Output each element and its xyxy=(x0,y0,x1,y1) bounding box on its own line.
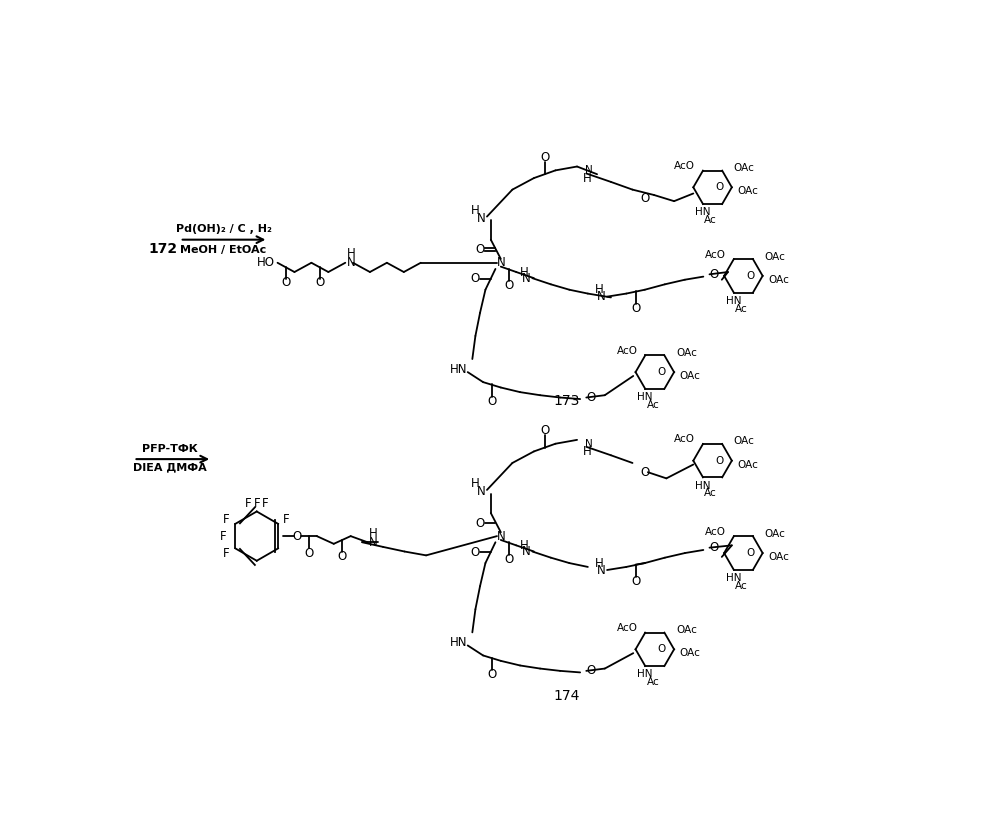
Text: O: O xyxy=(476,517,485,529)
Text: O: O xyxy=(709,542,718,554)
Text: O: O xyxy=(657,644,665,654)
Text: O: O xyxy=(640,466,649,479)
Text: O: O xyxy=(487,395,497,408)
Text: HN: HN xyxy=(450,362,468,375)
Text: OAc: OAc xyxy=(764,529,785,539)
Text: AcO: AcO xyxy=(674,161,695,171)
Text: AcO: AcO xyxy=(705,527,726,537)
Text: O: O xyxy=(631,575,640,588)
Text: O: O xyxy=(282,277,291,290)
Text: H: H xyxy=(472,204,480,217)
Text: N: N xyxy=(585,165,593,175)
Text: Ac: Ac xyxy=(704,488,717,499)
Text: OAc: OAc xyxy=(737,186,758,196)
Text: F: F xyxy=(283,514,289,527)
Text: 173: 173 xyxy=(553,394,579,408)
Text: N: N xyxy=(478,212,486,225)
Text: Ac: Ac xyxy=(646,677,659,687)
Text: OAc: OAc xyxy=(768,552,789,562)
Text: F: F xyxy=(223,546,230,560)
Text: Ac: Ac xyxy=(646,400,659,410)
Text: N: N xyxy=(478,485,486,498)
Text: O: O xyxy=(471,546,481,559)
Text: HN: HN xyxy=(637,669,653,679)
Text: O: O xyxy=(487,668,497,681)
Text: F: F xyxy=(223,513,230,526)
Text: OAc: OAc xyxy=(676,348,697,358)
Text: O: O xyxy=(338,551,347,564)
Text: 172: 172 xyxy=(149,242,178,256)
Text: O: O xyxy=(715,183,723,193)
Text: OAc: OAc xyxy=(768,275,789,285)
Text: N: N xyxy=(497,530,505,542)
Text: AcO: AcO xyxy=(616,346,637,356)
Text: F: F xyxy=(262,497,269,510)
Text: AcO: AcO xyxy=(674,435,695,444)
Text: DIEA ДМФА: DIEA ДМФА xyxy=(133,463,207,472)
Text: OAc: OAc xyxy=(733,436,754,446)
Text: O: O xyxy=(471,272,481,286)
Text: O: O xyxy=(586,391,595,404)
Text: H: H xyxy=(369,528,378,541)
Text: H: H xyxy=(520,266,529,278)
Text: O: O xyxy=(586,664,595,677)
Text: N: N xyxy=(596,291,605,303)
Text: HN: HN xyxy=(450,636,468,649)
Text: N: N xyxy=(347,256,356,269)
Text: Ac: Ac xyxy=(735,304,748,314)
Text: O: O xyxy=(503,553,513,565)
Text: N: N xyxy=(521,545,530,558)
Text: H: H xyxy=(595,556,603,570)
Text: O: O xyxy=(715,456,723,466)
Text: N: N xyxy=(596,564,605,576)
Text: PFP-ТФК: PFP-ТФК xyxy=(142,444,198,454)
Text: OAc: OAc xyxy=(764,252,785,262)
Text: AcO: AcO xyxy=(616,623,637,633)
Text: O: O xyxy=(746,548,754,558)
Text: O: O xyxy=(657,367,665,377)
Text: Ac: Ac xyxy=(704,215,717,225)
Text: Pd(OH)₂ / C , H₂: Pd(OH)₂ / C , H₂ xyxy=(176,224,272,234)
Text: O: O xyxy=(631,302,640,314)
Text: HN: HN xyxy=(637,392,653,402)
Text: OAc: OAc xyxy=(676,625,697,635)
Text: O: O xyxy=(476,243,485,256)
Text: HO: HO xyxy=(257,256,275,269)
Text: HN: HN xyxy=(695,481,710,491)
Text: MeOH / EtOAc: MeOH / EtOAc xyxy=(181,244,267,254)
Text: HN: HN xyxy=(726,573,741,583)
Text: O: O xyxy=(540,151,549,164)
Text: O: O xyxy=(292,530,302,542)
Text: O: O xyxy=(709,267,718,281)
Text: H: H xyxy=(582,171,591,184)
Text: F: F xyxy=(220,530,226,542)
Text: N: N xyxy=(585,439,593,449)
Text: F: F xyxy=(254,497,260,510)
Text: Ac: Ac xyxy=(735,581,748,591)
Text: HN: HN xyxy=(726,296,741,306)
Text: OAc: OAc xyxy=(680,371,700,381)
Text: O: O xyxy=(640,193,649,206)
Text: H: H xyxy=(347,247,356,260)
Text: AcO: AcO xyxy=(705,249,726,260)
Text: F: F xyxy=(245,497,252,510)
Text: OAc: OAc xyxy=(680,649,700,658)
Text: O: O xyxy=(316,277,325,290)
Text: O: O xyxy=(746,271,754,281)
Text: H: H xyxy=(520,539,529,552)
Text: 174: 174 xyxy=(553,689,579,703)
Text: N: N xyxy=(369,536,378,549)
Text: O: O xyxy=(540,424,549,437)
Text: O: O xyxy=(503,279,513,292)
Text: H: H xyxy=(582,445,591,458)
Text: H: H xyxy=(595,283,603,296)
Text: H: H xyxy=(472,477,480,491)
Text: OAc: OAc xyxy=(737,459,758,469)
Text: O: O xyxy=(305,546,314,560)
Text: N: N xyxy=(497,256,505,269)
Text: OAc: OAc xyxy=(733,163,754,173)
Text: N: N xyxy=(521,272,530,285)
Text: HN: HN xyxy=(695,207,710,217)
